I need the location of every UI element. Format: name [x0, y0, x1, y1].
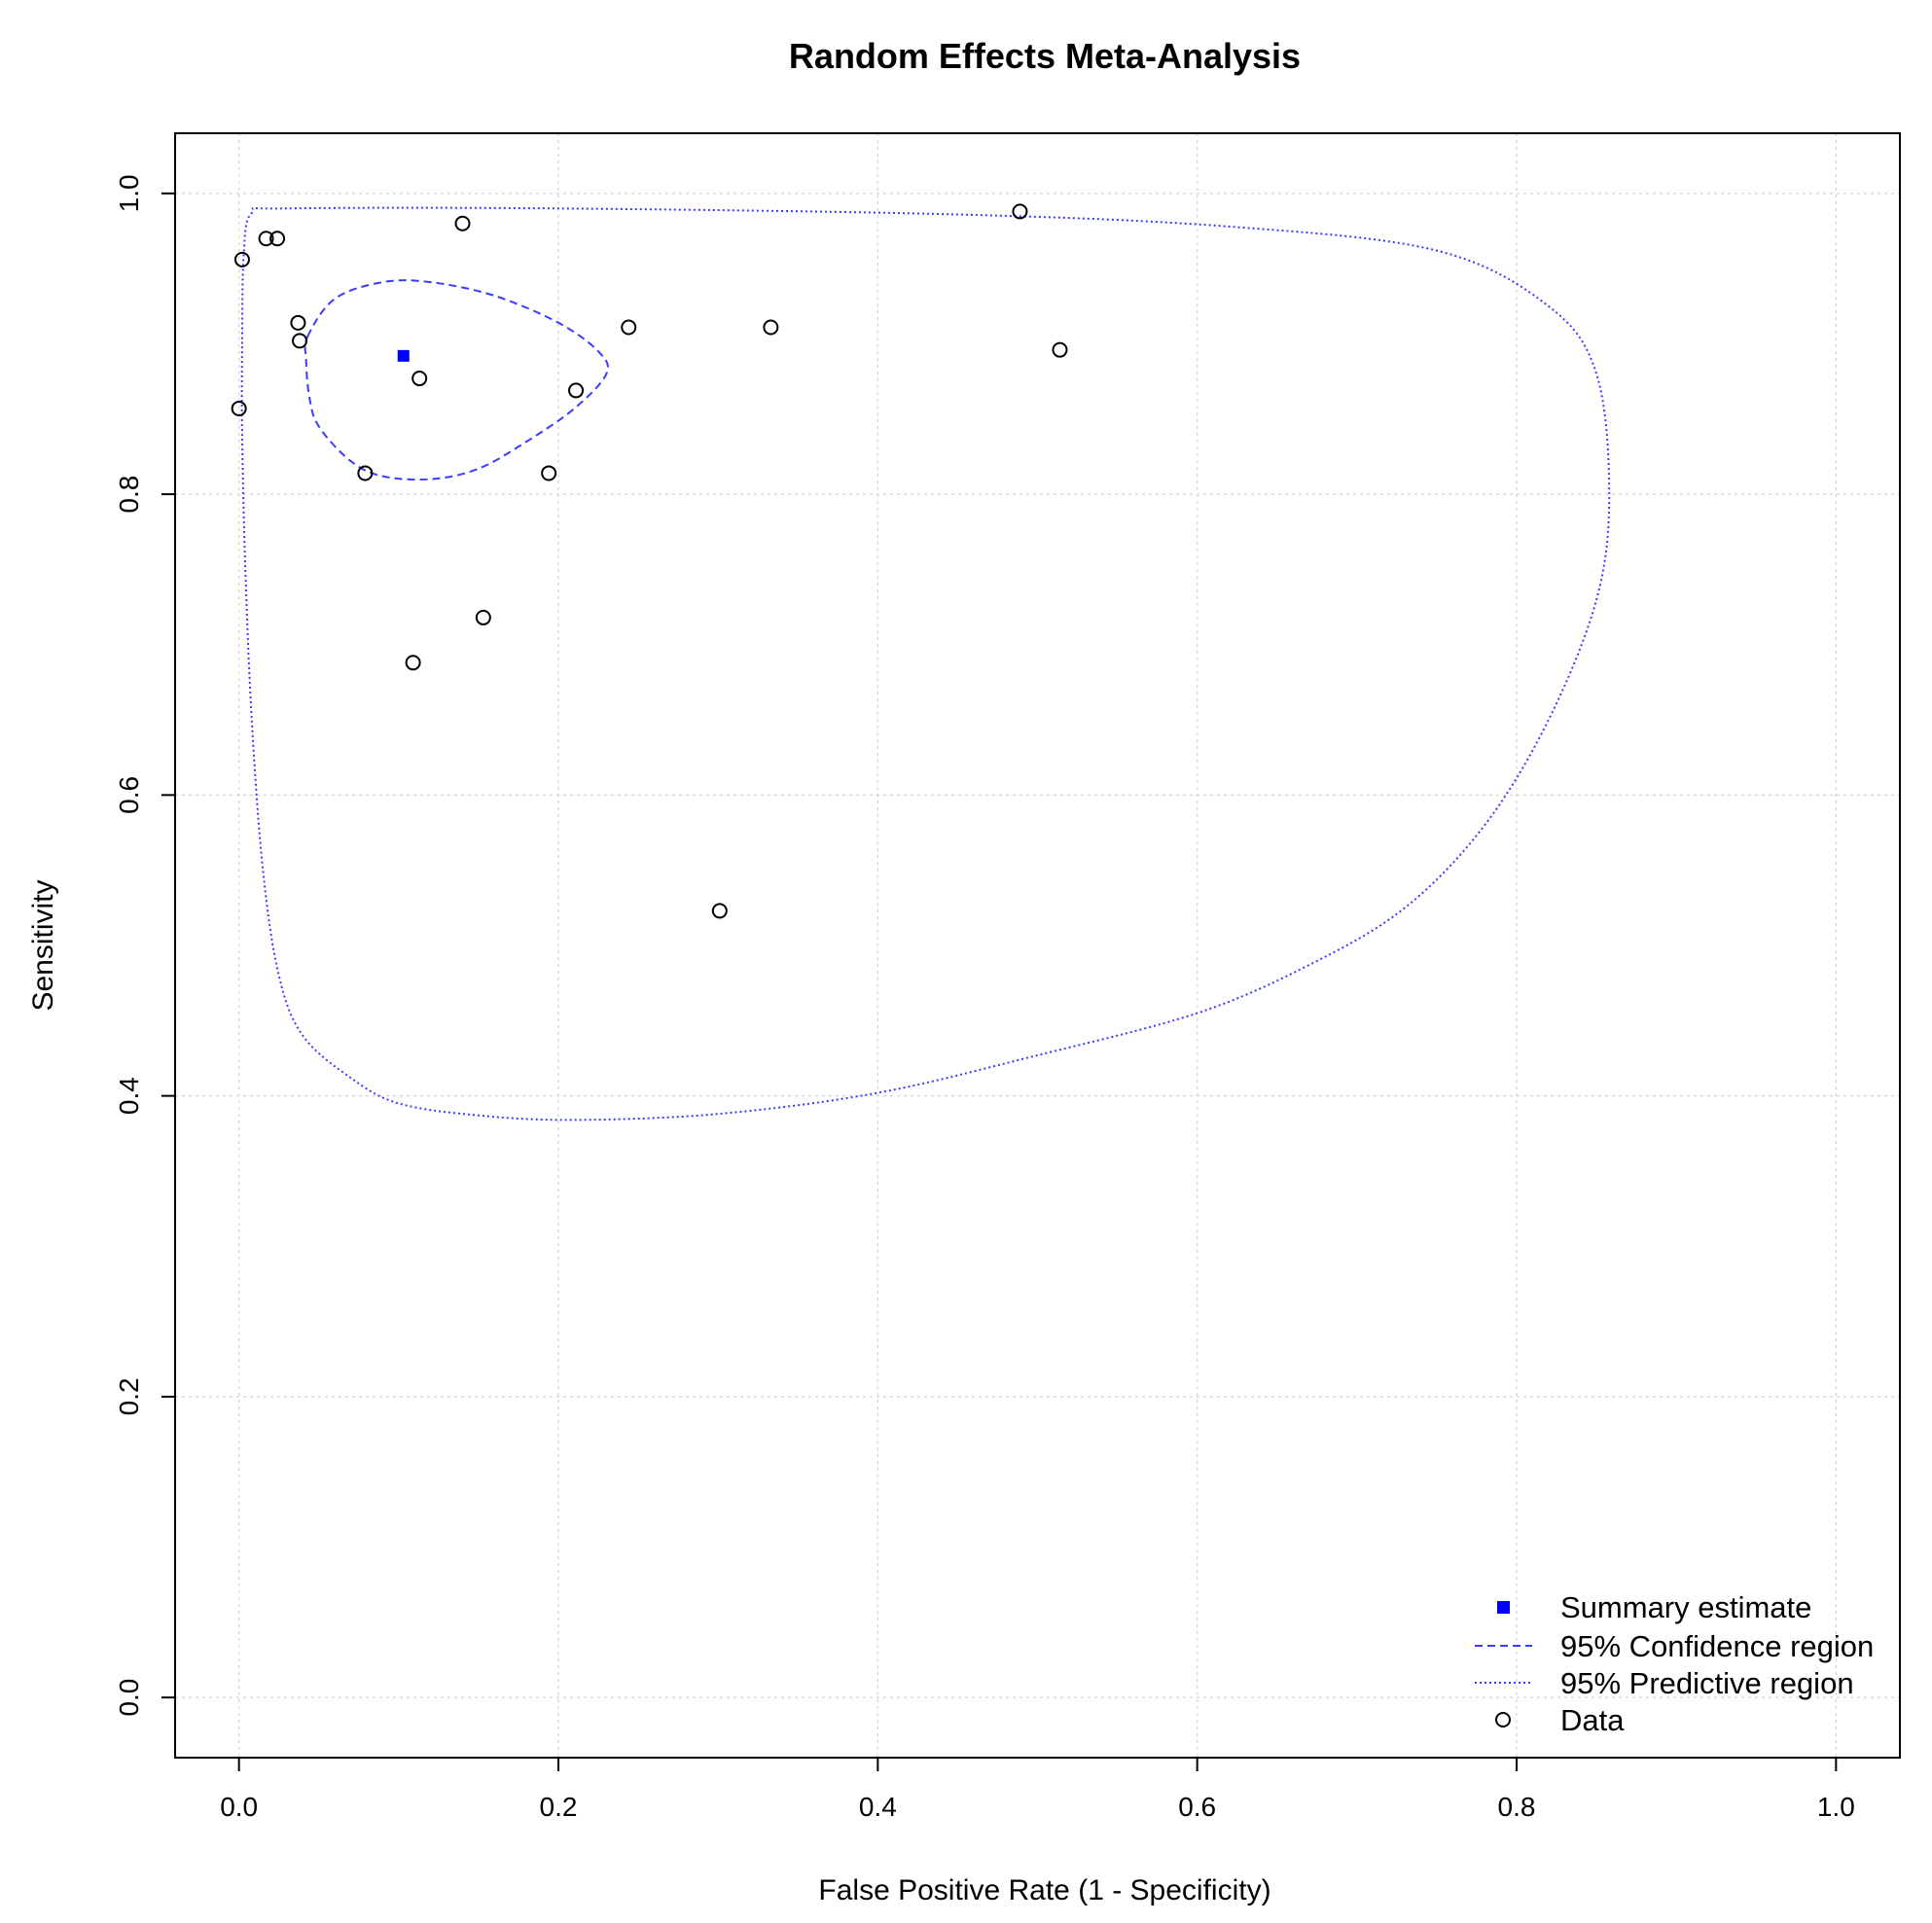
data-point-12 [763, 319, 779, 336]
plot-frame [174, 132, 1901, 1759]
data-point-14 [1052, 341, 1068, 358]
data-point-16 [405, 655, 421, 671]
x-tick-label-1: 0.2 [540, 1792, 578, 1822]
legend: Summary estimate 95% Confidence region 9… [1475, 1590, 1874, 1737]
data-point-9 [541, 465, 557, 481]
legend-confidence-label: 95% Confidence region [1560, 1629, 1874, 1663]
y-axis-ticks: 0.0 0.2 0.4 0.6 0.8 1.0 [114, 174, 175, 1717]
x-axis-label: False Positive Rate (1 - Specificity) [818, 1874, 1270, 1906]
grid [175, 133, 1900, 1758]
data-point-4 [290, 314, 306, 331]
y-tick-label-5: 1.0 [114, 174, 144, 212]
y-tick-label-4: 0.8 [114, 476, 144, 514]
data-point-13 [1012, 203, 1028, 220]
y-tick-label-3: 0.6 [114, 776, 144, 814]
legend-summary-symbol [1497, 1601, 1510, 1614]
data-point-1 [258, 231, 274, 247]
x-tick-label-5: 1.0 [1817, 1792, 1855, 1822]
legend-summary-label: Summary estimate [1560, 1590, 1811, 1624]
data-point-15 [475, 609, 491, 625]
y-tick-label-2: 0.4 [114, 1077, 144, 1115]
data-points [231, 203, 1068, 919]
data-point-0 [233, 251, 250, 267]
legend-data-symbol [1495, 1712, 1511, 1727]
legend-data-label: Data [1560, 1703, 1625, 1737]
confidence-region-curve [304, 279, 609, 481]
chart-title: Random Effects Meta-Analysis [789, 36, 1301, 76]
y-tick-label-0: 0.0 [114, 1679, 144, 1717]
x-tick-label-3: 0.6 [1178, 1792, 1216, 1822]
data-point-5 [292, 333, 308, 349]
x-tick-label-0: 0.0 [220, 1792, 258, 1822]
legend-predictive-label: 95% Predictive region [1560, 1666, 1854, 1700]
summary-estimate-point [397, 349, 410, 362]
predictive-region-curve [240, 206, 1611, 1122]
x-axis-ticks: 0.0 0.2 0.4 0.6 0.8 1.0 [220, 1758, 1855, 1822]
data-point-8 [357, 465, 374, 481]
y-axis-label: Sensitivity [27, 879, 59, 1011]
x-tick-label-4: 0.8 [1498, 1792, 1536, 1822]
data-point-6 [411, 371, 428, 387]
data-point-2 [269, 231, 286, 247]
data-point-3 [231, 400, 247, 416]
y-tick-label-1: 0.2 [114, 1377, 144, 1415]
data-point-11 [621, 319, 637, 336]
data-point-10 [568, 382, 585, 399]
data-point-7 [454, 215, 471, 231]
x-tick-label-2: 0.4 [859, 1792, 897, 1822]
data-point-17 [711, 903, 728, 919]
